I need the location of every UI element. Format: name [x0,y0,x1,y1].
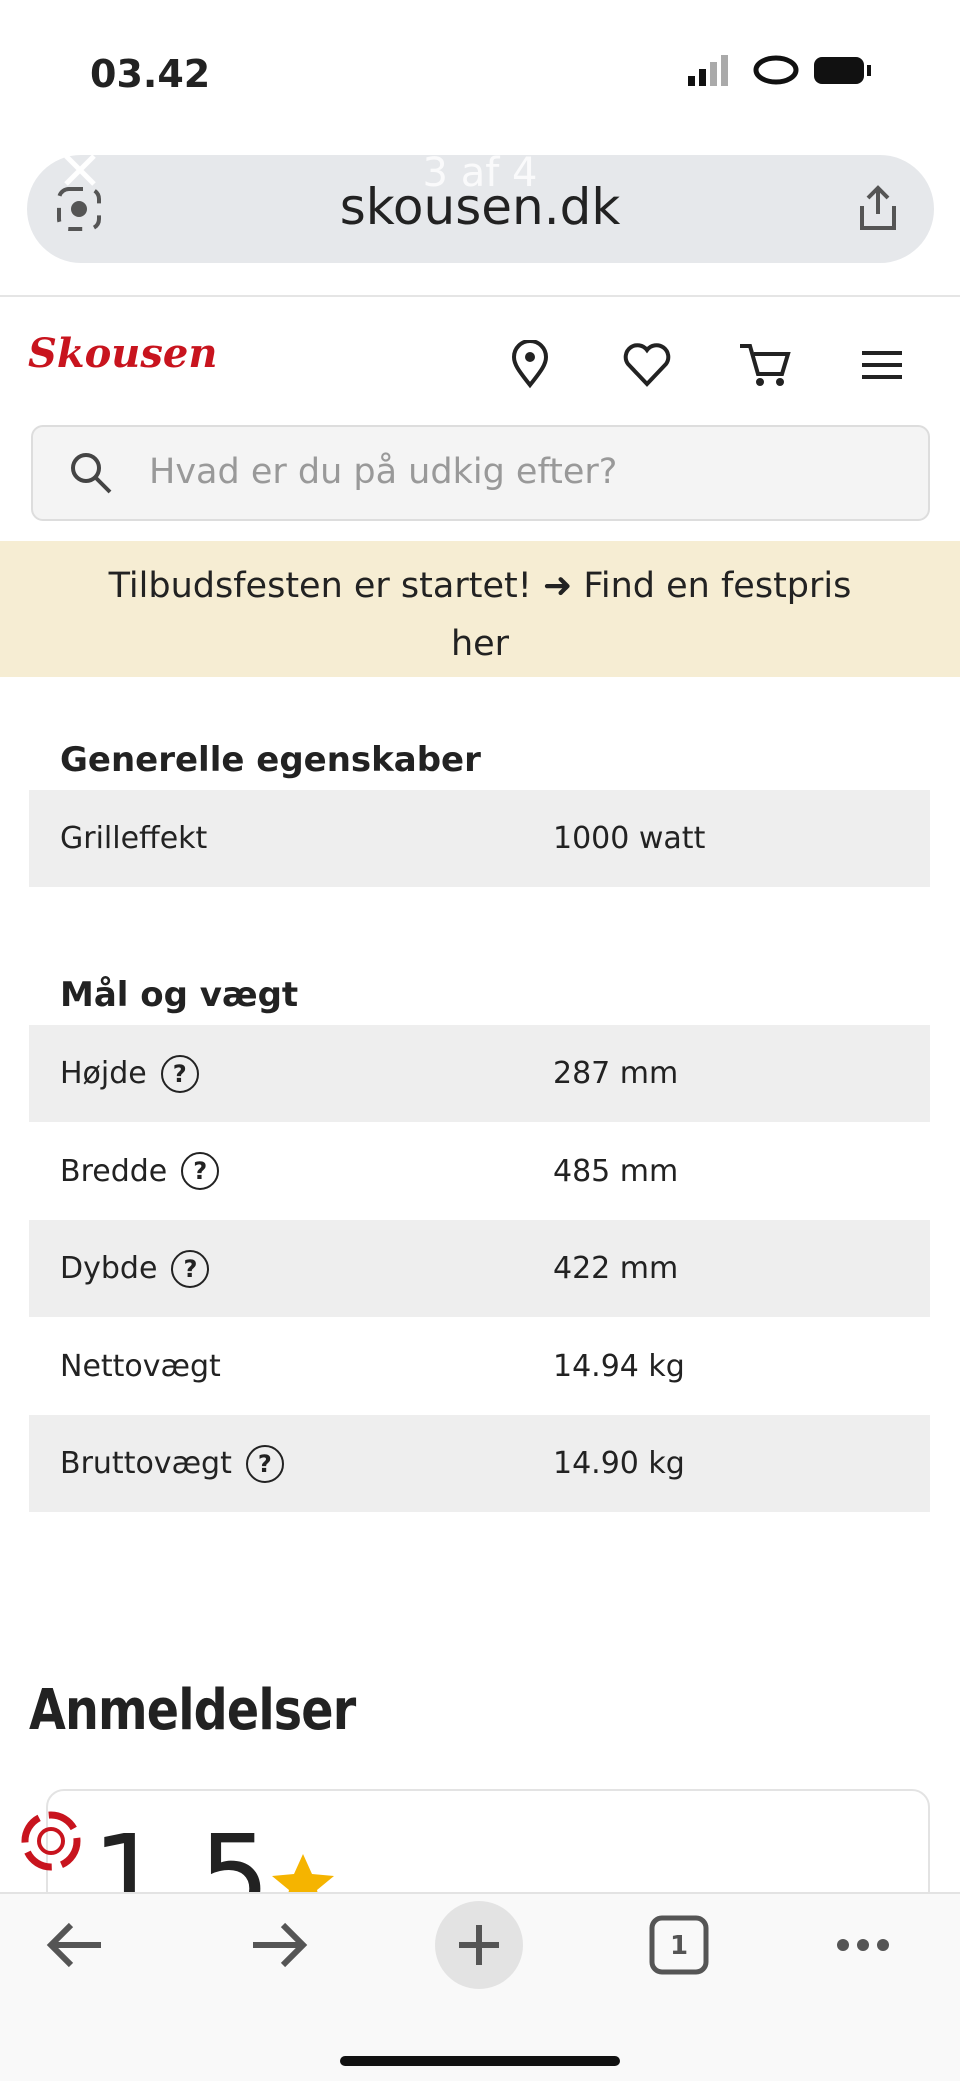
header-icons[interactable] [508,340,918,390]
spec-label: Grilleffekt [60,821,208,856]
spec-label-wrap: Bredde? [60,1152,220,1190]
status-icons [688,55,871,86]
spec-row: Grilleffekt 1000 watt [29,790,930,887]
share-icon[interactable] [856,184,900,234]
toolbar-icons[interactable] [0,1900,960,2000]
spec-label: Dybde [60,1251,158,1286]
search-icon [71,453,112,494]
divider [0,295,960,297]
spec-label-wrap: Grilleffekt [60,821,207,856]
spec-row: Nettovægt 14.94 kg [29,1317,930,1415]
url-text[interactable]: skousen.dk [339,178,621,236]
lens-icon[interactable] [56,186,102,232]
reviews-title: Anmeldelser [29,1678,356,1743]
url-bar[interactable] [27,155,934,263]
section-title: Mål og vægt [60,975,299,1015]
spec-label-wrap: Højde? [60,1054,199,1093]
spec-row: Bruttovægt? 14.90 kg [29,1415,930,1512]
help-icon[interactable]: ? [181,1152,220,1190]
tab-counter: 3 af 4 [422,150,538,196]
cookie-icon[interactable] [16,1806,86,1876]
spec-row: Bredde? 485 mm [29,1122,930,1220]
spec-value: 14.94 kg [553,1348,685,1384]
section-title: Generelle egenskaber [60,740,481,780]
spec-value: 1000 watt [553,821,706,856]
close-icon[interactable] [60,150,100,190]
spec-label-wrap: Dybde? [60,1249,210,1288]
help-icon[interactable]: ? [171,1249,210,1288]
promo-banner[interactable]: Tilbudsfesten er startet! ➜ Find en fest… [0,541,960,677]
spec-value: 14.90 kg [553,1446,685,1481]
spec-value: 422 mm [553,1251,679,1286]
logo[interactable]: Skousen [28,330,218,377]
search-placeholder: Hvad er du på udkig efter? [149,452,618,492]
help-icon[interactable]: ? [160,1054,199,1093]
spec-label: Højde [60,1056,147,1091]
help-icon[interactable]: ? [245,1444,284,1483]
status-time: 03.42 [90,52,211,96]
spec-label: Bredde [60,1153,168,1189]
search-box[interactable] [31,425,930,521]
spec-value: 485 mm [553,1153,679,1189]
spec-value: 287 mm [553,1056,679,1091]
spec-label-wrap: Nettovægt [60,1349,221,1384]
spec-label-wrap: Bruttovægt? [60,1444,284,1483]
tab-count[interactable]: 1 [669,1931,689,1961]
spec-label: Bruttovægt [60,1446,232,1481]
spec-row: Højde? 287 mm [29,1025,930,1122]
home-indicator [340,2056,620,2066]
spec-row: Dybde? 422 mm [29,1220,930,1317]
spec-label: Nettovægt [60,1348,221,1384]
